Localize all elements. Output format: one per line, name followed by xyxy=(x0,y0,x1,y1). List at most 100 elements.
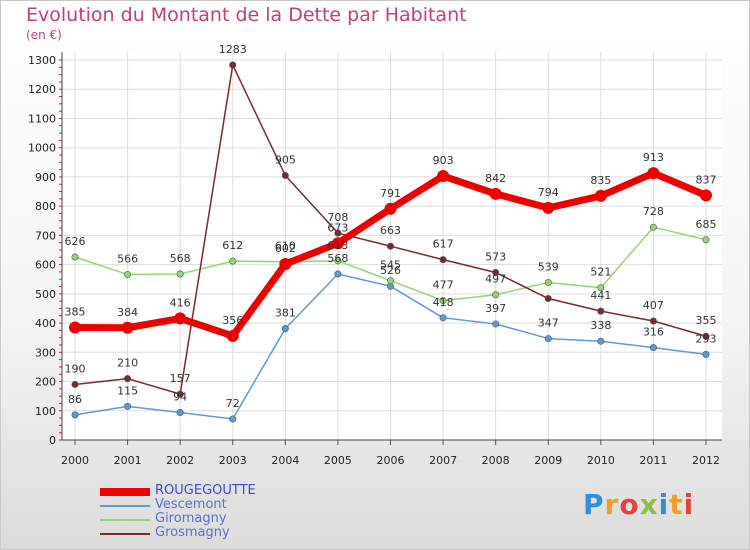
value-label: 72 xyxy=(226,397,240,410)
data-point-vescemont xyxy=(544,335,552,343)
value-label: 1283 xyxy=(219,43,247,56)
value-label: 115 xyxy=(117,384,138,397)
data-point-rougegoutte xyxy=(437,170,450,183)
value-label: 903 xyxy=(433,154,454,167)
value-label: 157 xyxy=(170,372,191,385)
data-point-vescemont xyxy=(71,411,79,419)
value-label: 293 xyxy=(696,332,717,345)
legend: ROUGEGOUTTE Vescemont Giromagny Grosmagny xyxy=(100,483,360,540)
data-point-grosmagny xyxy=(229,61,237,69)
x-tick-label: 2008 xyxy=(482,454,510,467)
x-tick-label: 2002 xyxy=(166,454,194,467)
value-label: 617 xyxy=(433,238,454,251)
value-label: 355 xyxy=(696,314,717,327)
data-point-giromagny xyxy=(544,278,552,286)
value-label: 407 xyxy=(643,299,664,312)
data-point-rougegoutte xyxy=(226,329,239,342)
value-label: 663 xyxy=(380,224,401,237)
logo-letter: i xyxy=(683,488,695,521)
value-label: 685 xyxy=(696,218,717,231)
y-tick-label: 500 xyxy=(35,288,56,301)
value-label: 418 xyxy=(433,296,454,309)
legend-label: Vescemont xyxy=(155,497,227,512)
logo-letter: r xyxy=(604,488,620,521)
value-label: 416 xyxy=(170,296,191,309)
data-point-grosmagny xyxy=(702,332,710,340)
x-tick-label: 2000 xyxy=(61,454,89,467)
data-point-giromagny xyxy=(71,253,79,261)
legend-swatch xyxy=(100,533,150,535)
data-point-rougegoutte xyxy=(384,202,397,215)
value-label: 521 xyxy=(590,266,611,279)
y-tick-label: 1000 xyxy=(28,142,56,155)
value-label: 356 xyxy=(222,314,243,327)
y-tick-label: 100 xyxy=(35,405,56,418)
x-tick-label: 2004 xyxy=(271,454,299,467)
legend-swatch xyxy=(100,488,150,496)
data-point-vescemont xyxy=(281,325,289,333)
value-label: 441 xyxy=(590,289,611,302)
chart-title: Evolution du Montant de la Dette par Hab… xyxy=(26,4,467,26)
value-label: 381 xyxy=(275,307,296,320)
y-tick-label: 300 xyxy=(35,346,56,359)
value-label: 566 xyxy=(117,253,138,266)
value-label: 913 xyxy=(643,151,664,164)
data-point-grosmagny xyxy=(71,380,79,388)
data-point-giromagny xyxy=(334,257,342,265)
value-label: 612 xyxy=(222,239,243,252)
value-label: 86 xyxy=(68,393,82,406)
data-point-vescemont xyxy=(176,409,184,417)
data-point-rougegoutte xyxy=(647,167,660,180)
data-point-giromagny xyxy=(439,297,447,305)
value-label: 94 xyxy=(173,391,187,404)
legend-item-rougegoutte: ROUGEGOUTTE xyxy=(100,483,360,498)
legend-label: Grosmagny xyxy=(155,525,230,540)
value-labels: 385 384 416 356 602 673 791 903 842 794 835 913 837 8… xyxy=(65,43,717,410)
y-tick-label: 800 xyxy=(35,200,56,213)
legend-item-grosmagny: Grosmagny xyxy=(100,525,360,540)
logo-letter: t xyxy=(669,488,684,521)
value-label: 316 xyxy=(643,326,664,339)
value-label: 791 xyxy=(380,187,401,200)
value-label: 190 xyxy=(65,362,86,375)
data-point-grosmagny xyxy=(176,390,184,398)
value-label: 526 xyxy=(380,264,401,277)
y-tick-label: 1300 xyxy=(28,54,56,67)
data-point-rougegoutte xyxy=(594,189,607,202)
data-point-grosmagny xyxy=(544,295,552,303)
y-tick-label: 600 xyxy=(35,259,56,272)
logo-letter: P xyxy=(583,488,605,521)
value-label: 384 xyxy=(117,306,138,319)
data-point-grosmagny xyxy=(649,317,657,325)
data-point-rougegoutte xyxy=(121,321,134,334)
value-label: 602 xyxy=(275,242,296,255)
value-label: 673 xyxy=(327,221,348,234)
y-tick-label: 1200 xyxy=(28,83,56,96)
value-label: 837 xyxy=(696,173,717,186)
legend-item-vescemont: Vescemont xyxy=(100,497,360,512)
data-point-rougegoutte xyxy=(279,258,292,271)
value-label: 397 xyxy=(485,302,506,315)
y-tick-label: 700 xyxy=(35,229,56,242)
data-point-vescemont xyxy=(334,270,342,278)
value-label: 905 xyxy=(275,153,296,166)
logo-letter: o xyxy=(619,488,640,521)
value-label: 626 xyxy=(65,235,86,248)
logo-letter: i xyxy=(658,488,670,521)
value-label: 835 xyxy=(590,174,611,187)
data-point-giromagny xyxy=(229,257,237,265)
logo-letter: x xyxy=(639,488,659,521)
y-tick-label: 900 xyxy=(35,171,56,184)
data-point-vescemont xyxy=(597,337,605,345)
x-tick-label: 2009 xyxy=(534,454,562,467)
value-label: 539 xyxy=(538,260,559,273)
data-point-grosmagny xyxy=(124,375,132,383)
value-label: 842 xyxy=(485,172,506,185)
data-point-grosmagny xyxy=(386,242,394,250)
x-tick-label: 2006 xyxy=(377,454,405,467)
value-label: 573 xyxy=(485,251,506,264)
value-label: 728 xyxy=(643,205,664,218)
value-label: 610 xyxy=(275,240,296,253)
data-point-vescemont xyxy=(492,320,500,328)
